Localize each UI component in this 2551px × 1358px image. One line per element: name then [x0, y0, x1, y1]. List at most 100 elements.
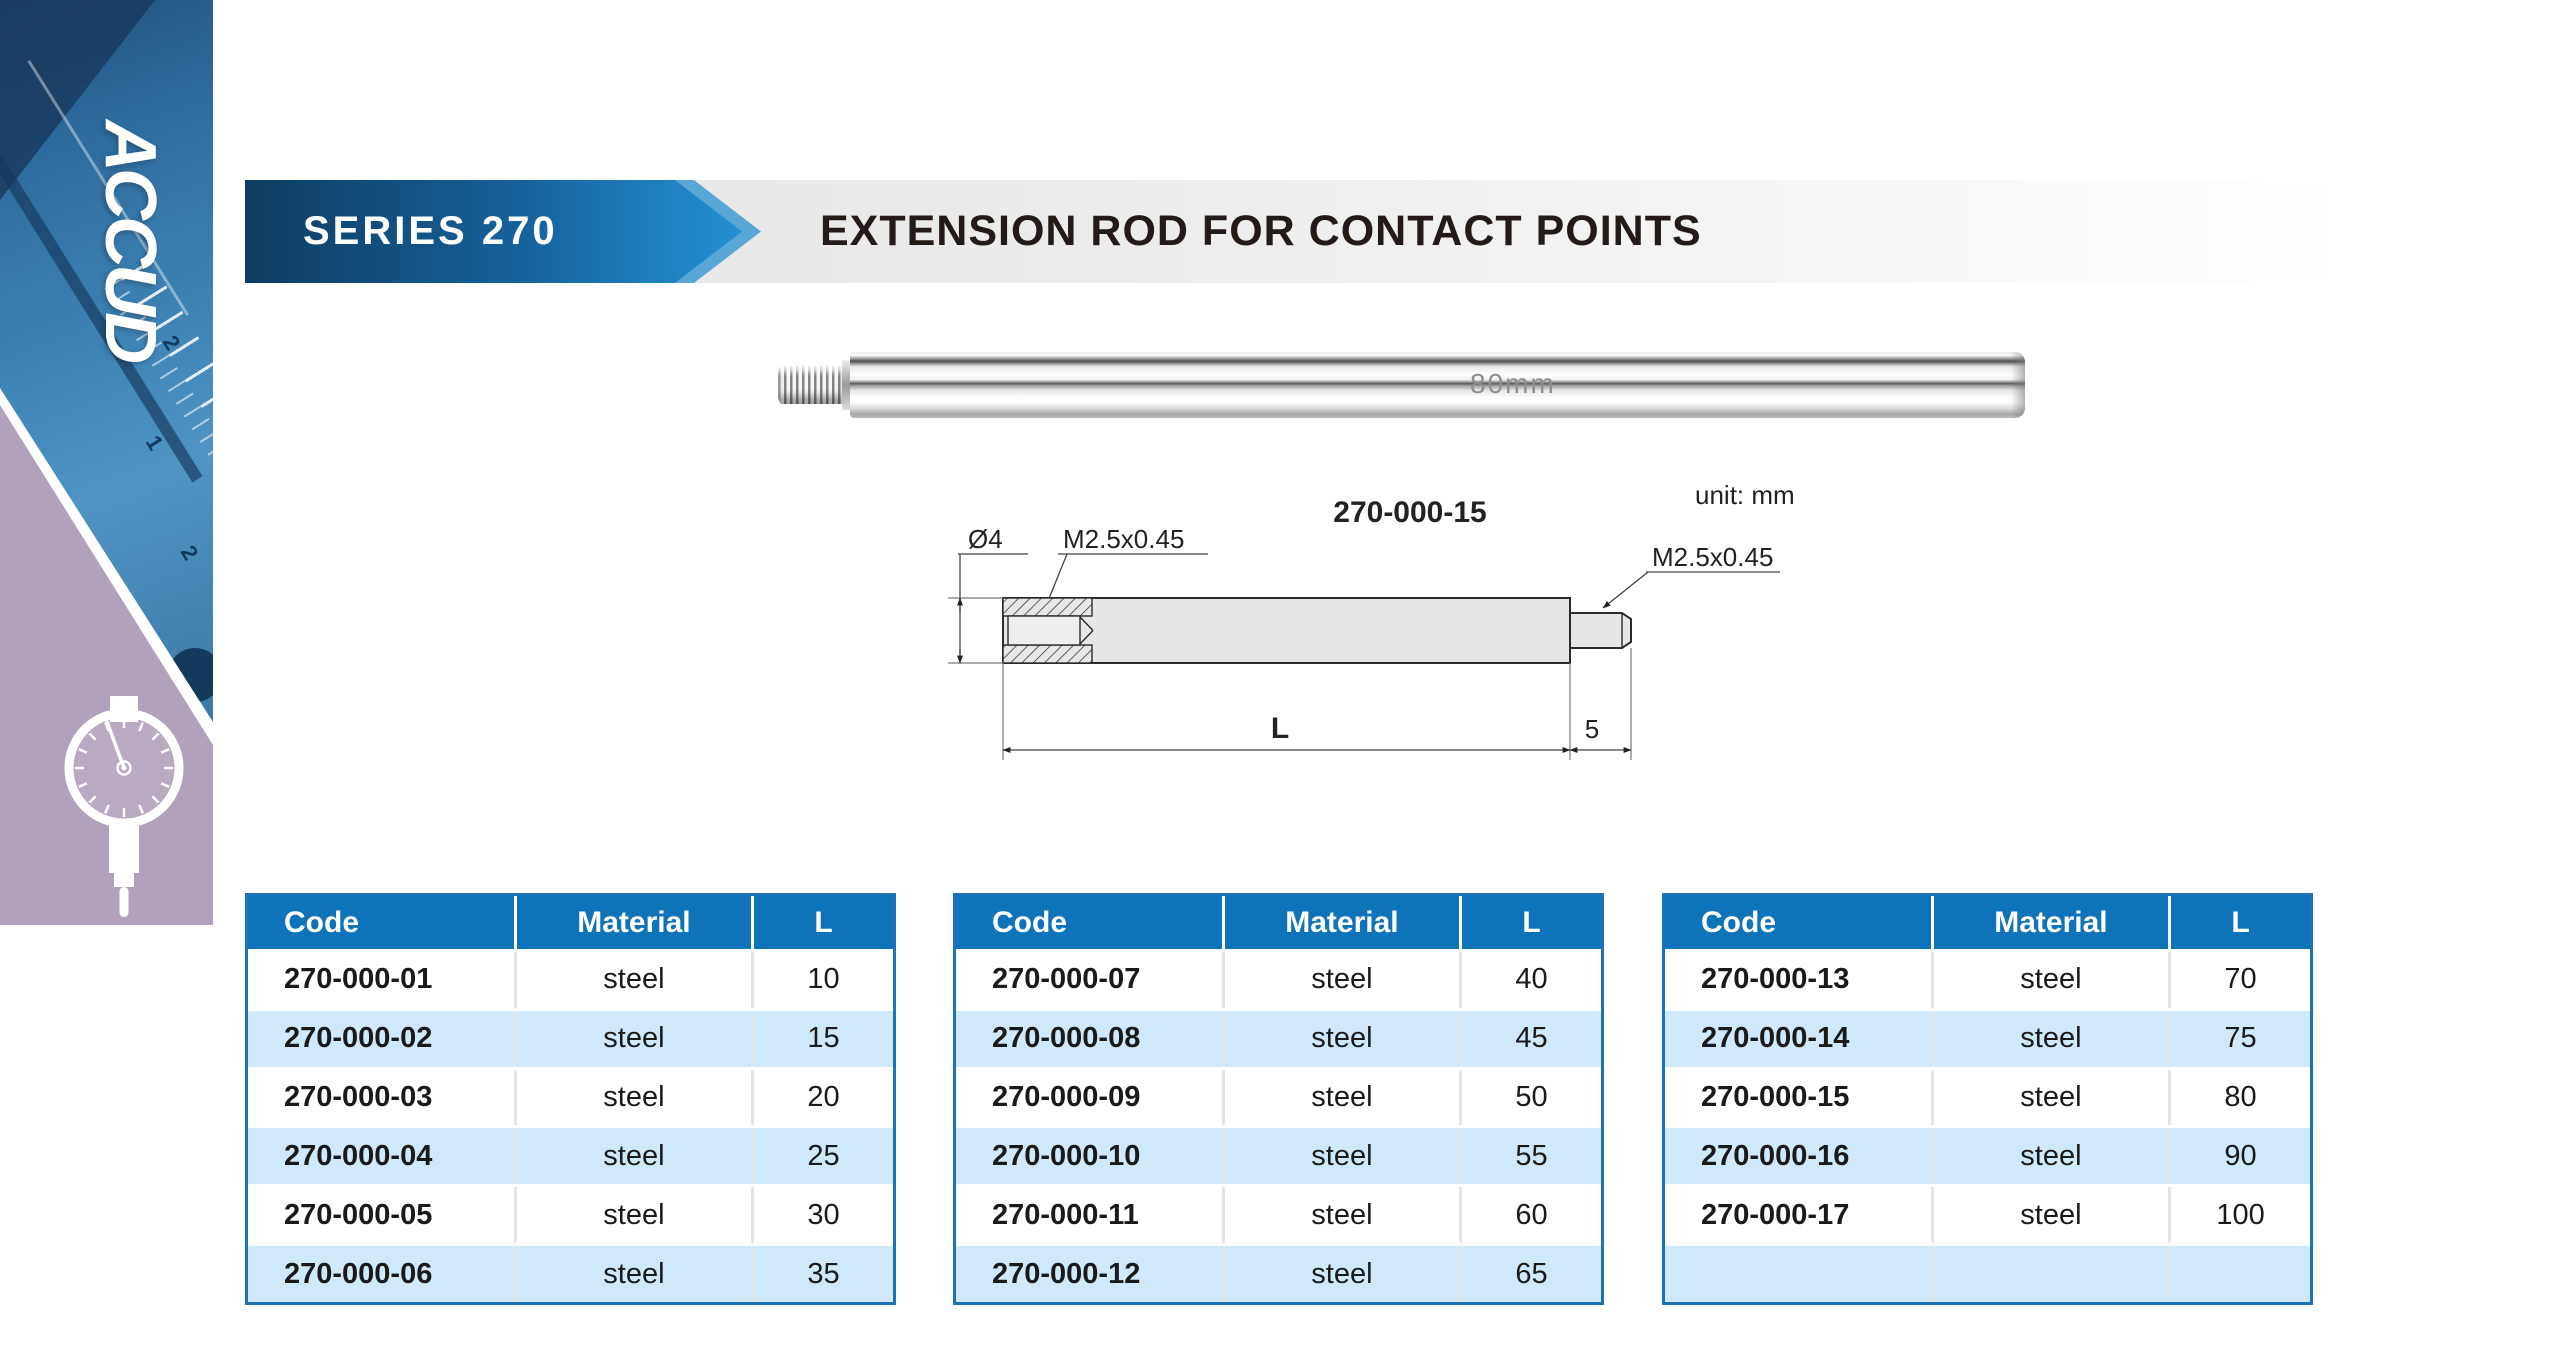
ruler-digit: 1: [140, 430, 169, 455]
length-cell: 15: [751, 1010, 893, 1067]
material-cell: steel: [1221, 952, 1459, 1008]
page-title: EXTENSION ROD FOR CONTACT POINTS: [820, 207, 1702, 255]
column-header: Material: [513, 896, 751, 949]
table-header-row: Code Material L: [248, 896, 893, 949]
table-row: 270-000-17 steel 100: [1665, 1184, 2310, 1244]
rod-section-view: [1002, 597, 1632, 664]
length-cell: 40: [1459, 952, 1601, 1008]
table-row: 270-000-13 steel 70: [1665, 949, 2310, 1008]
series-banner: SERIES 270: [245, 180, 742, 283]
length-cell: 35: [751, 1246, 893, 1302]
material-cell: steel: [513, 1187, 751, 1244]
code-cell: 270-000-15: [1701, 1081, 1850, 1114]
code-cell: 270-000-10: [992, 1139, 1141, 1172]
table-row: 270-000-04 steel 25: [248, 1125, 893, 1185]
column-header: L: [2168, 896, 2310, 949]
length-cell: 70: [2168, 952, 2310, 1008]
code-cell: 270-000-04: [284, 1139, 433, 1172]
column-header: Material: [1221, 896, 1459, 949]
code-cell: 270-000-07: [992, 963, 1141, 996]
material-cell: steel: [1221, 1069, 1459, 1126]
dial-indicator-icon: [64, 696, 184, 917]
rod-thread: [778, 366, 844, 404]
table-row: 270-000-01 steel 10: [248, 949, 893, 1008]
code-cell: 270-000-14: [1701, 1022, 1850, 1055]
table-row: 270-000-11 steel 60: [956, 1184, 1601, 1244]
length-cell: 45: [1459, 1010, 1601, 1067]
code-cell: 270-000-06: [284, 1257, 433, 1290]
table-row: [1665, 1243, 2310, 1302]
material-cell: steel: [1221, 1246, 1459, 1302]
length-cell: 30: [751, 1187, 893, 1244]
material-cell: steel: [513, 1246, 751, 1302]
code-cell: 270-000-17: [1701, 1198, 1850, 1231]
length-cell: 25: [751, 1128, 893, 1185]
rod-engraving: 80mm: [1470, 368, 1556, 399]
table-row: 270-000-15 steel 80: [1665, 1066, 2310, 1126]
thread-label-left: M2.5x0.45: [1063, 524, 1184, 554]
technical-drawing: Ø4 M2.5x0.45 270-000-15 unit: mm M2.5x0.…: [948, 480, 1795, 760]
code-cell: 270-000-12: [992, 1257, 1141, 1290]
code-cell: 270-000-09: [992, 1081, 1141, 1114]
parts-table-1: Code Material L 270-000-01 steel 10 270-000-02…: [245, 893, 896, 1305]
length-cell: 60: [1459, 1187, 1601, 1244]
table-row: 270-000-16 steel 90: [1665, 1125, 2310, 1185]
code-cell: 270-000-03: [284, 1081, 433, 1114]
code-cell: 270-000-08: [992, 1022, 1141, 1055]
column-header: L: [1459, 896, 1601, 949]
column-header: L: [751, 896, 893, 949]
material-cell: steel: [513, 1010, 751, 1067]
table-header-row: Code Material L: [1665, 896, 2310, 949]
series-label: SERIES 270: [303, 209, 558, 253]
stud-dim-label: 5: [1585, 714, 1599, 744]
length-cell: 75: [2168, 1010, 2310, 1067]
length-cell: 100: [2168, 1187, 2310, 1244]
material-cell: steel: [513, 1128, 751, 1185]
length-cell: 55: [1459, 1128, 1601, 1185]
table-header-row: Code Material L: [956, 896, 1601, 949]
code-cell: 270-000-02: [284, 1022, 433, 1055]
material-cell: steel: [1221, 1187, 1459, 1244]
parts-table-3: Code Material L 270-000-13 steel 70 270-000-14…: [1662, 893, 2313, 1305]
code-cell: 270-000-05: [284, 1198, 433, 1231]
unit-label: unit: mm: [1695, 480, 1795, 510]
column-header: Code: [1701, 905, 1776, 939]
code-cell: 270-000-16: [1701, 1139, 1850, 1172]
material-cell: steel: [1930, 1010, 2168, 1067]
table-row: 270-000-06 steel 35: [248, 1243, 893, 1302]
parts-table-2: Code Material L 270-000-07 steel 40 270-000-08…: [953, 893, 1604, 1305]
code-cell: [1665, 1246, 1931, 1302]
code-cell: 270-000-11: [992, 1198, 1139, 1231]
column-header: Code: [992, 905, 1067, 939]
rod-body: 80mm: [850, 352, 2025, 418]
diameter-label: Ø4: [968, 524, 1003, 554]
length-cell: 50: [1459, 1069, 1601, 1126]
length-cell: 20: [751, 1069, 893, 1126]
length-cell: 90: [2168, 1128, 2310, 1185]
brand-logo: ACCUD: [90, 120, 170, 360]
table-row: 270-000-08 steel 45: [956, 1007, 1601, 1067]
material-cell: [1930, 1246, 2168, 1302]
rod-collar: [842, 360, 852, 410]
material-cell: steel: [513, 952, 751, 1008]
table-row: 270-000-14 steel 75: [1665, 1007, 2310, 1067]
length-cell: 80: [2168, 1069, 2310, 1126]
material-cell: steel: [1930, 952, 2168, 1008]
product-photo: 80mm: [778, 352, 2025, 418]
material-cell: steel: [1930, 1128, 2168, 1185]
length-cell: [2168, 1246, 2310, 1302]
length-cell: 65: [1459, 1246, 1601, 1302]
code-cell: 270-000-13: [1701, 963, 1850, 996]
thread-label-right: M2.5x0.45: [1652, 542, 1773, 572]
code-cell: 270-000-01: [284, 963, 433, 996]
table-row: 270-000-10 steel 55: [956, 1125, 1601, 1185]
material-cell: steel: [1221, 1128, 1459, 1185]
ruler-digit: 2: [175, 540, 204, 565]
column-header: Code: [284, 905, 359, 939]
material-cell: steel: [1930, 1069, 2168, 1126]
model-label: 270-000-15: [1333, 496, 1486, 529]
table-row: 270-000-12 steel 65: [956, 1243, 1601, 1302]
table-row: 270-000-03 steel 20: [248, 1066, 893, 1126]
material-cell: steel: [1221, 1010, 1459, 1067]
table-row: 270-000-05 steel 30: [248, 1184, 893, 1244]
